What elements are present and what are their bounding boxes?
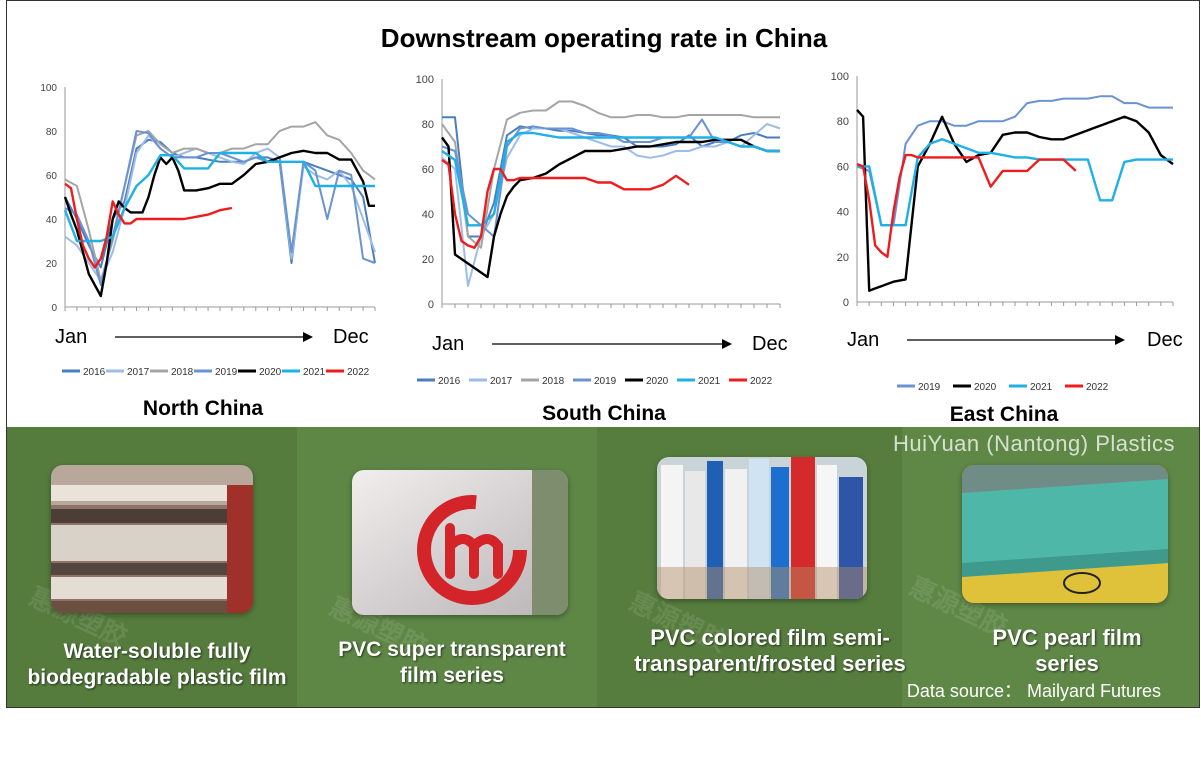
caption-line: PVC pearl film	[992, 625, 1142, 650]
y-tick-label: 100	[416, 74, 434, 86]
caption-colored-film: PVC colored film semi- transparent/frost…	[603, 625, 937, 677]
legend-label-2020: 2020	[259, 367, 282, 378]
y-tick-label: 40	[46, 215, 58, 226]
legend-label-2018: 2018	[542, 376, 565, 387]
series-line-2021	[857, 138, 1173, 227]
data-source: Data source： Mailyard Futures	[906, 681, 1161, 701]
x-start-label: Jan	[847, 329, 879, 351]
legend-label-2020: 2020	[974, 382, 997, 393]
caption-line: film series	[400, 664, 504, 687]
legend-label-2017: 2017	[127, 367, 150, 378]
series-line-2020	[856, 109, 1174, 292]
y-tick-label: 40	[422, 209, 434, 221]
legend-label-2019: 2019	[918, 382, 941, 393]
time-arrow-head	[722, 339, 732, 349]
y-tick-label: 20	[46, 259, 58, 270]
legend-label-2022: 2022	[750, 376, 773, 387]
chart-east-china: 0 20 40 60 80 100 Jan Dec 2019 2020 2021 2022	[831, 71, 1183, 393]
series-line-2021	[63, 151, 375, 243]
y-tick-label: 80	[422, 119, 434, 131]
series-line-2017	[64, 134, 376, 282]
transparent-film-logo-image	[352, 470, 568, 615]
y-tick-label: 80	[46, 127, 58, 138]
caption-line: biodegradable plastic film	[27, 666, 287, 689]
product-photo-super-transparent-film	[352, 470, 568, 615]
legend-label-2019: 2019	[594, 376, 617, 387]
caption-super-transparent-film: PVC super transparent film series	[309, 637, 595, 689]
x-end-label: Dec	[752, 333, 788, 355]
series-line-2020	[441, 136, 780, 279]
legend-label-2016: 2016	[438, 376, 461, 387]
product-photo-pearl-film	[962, 465, 1168, 603]
y-tick-label: 60	[422, 164, 434, 176]
caption-line: transparent/frosted series	[634, 651, 906, 676]
series-line-2019	[856, 95, 1173, 227]
caption-water-soluble-film: Water-soluble fully biodegradable plasti…	[7, 639, 307, 691]
time-arrow-head	[303, 332, 313, 342]
legend-label-2018: 2018	[171, 367, 194, 378]
series-line-2022	[64, 182, 233, 269]
y-tick-label: 0	[428, 299, 434, 311]
brand-name: HuiYuan (Nantong) Plastics	[892, 431, 1175, 456]
y-tick-label: 60	[46, 171, 58, 182]
series-line-2022	[856, 153, 1077, 259]
legend-label-2017: 2017	[490, 376, 513, 387]
caption-line: Water-soluble fully	[63, 640, 251, 663]
legend-label-2020: 2020	[646, 376, 669, 387]
x-end-label: Dec	[1147, 329, 1183, 351]
product-photo-water-soluble-film	[51, 465, 253, 613]
legend-label-2016: 2016	[83, 367, 106, 378]
legend-label-2019: 2019	[215, 367, 238, 378]
pearl-film-roll-image	[962, 465, 1168, 603]
x-start-label: Jan	[55, 326, 87, 348]
x-start-label: Jan	[432, 333, 464, 355]
x-end-label: Dec	[333, 326, 369, 348]
product-photo-colored-film	[657, 457, 867, 599]
figure-frame: Downstream operating rate in China 0 20 40…	[6, 0, 1200, 708]
series-line-2019	[441, 118, 780, 238]
caption-pearl-film: PVC pearl film series	[947, 625, 1187, 677]
y-tick-label: 20	[422, 254, 434, 266]
series-line-2022	[441, 159, 690, 250]
legend-label-2022: 2022	[1086, 382, 1109, 393]
chart-north-china: 0 20 40 60 80 100 Jan Dec 2016 2017 2018 2019 2020 20…	[40, 83, 376, 378]
caption-line: PVC super transparent	[338, 638, 566, 661]
caption-line: series	[1035, 651, 1099, 676]
y-tick-label: 0	[843, 297, 849, 309]
y-tick-label: 40	[837, 207, 849, 219]
chart-south-china: 0 20 40 60 80 100 Jan Dec 2016 2017 2018 2019 2020 20…	[416, 74, 788, 387]
region-label-south: South China	[542, 402, 666, 425]
series-line-2020	[63, 149, 375, 298]
y-tick-label: 80	[837, 116, 849, 128]
y-tick-label: 60	[837, 161, 849, 173]
y-tick-label: 0	[51, 303, 57, 314]
region-label-north: North China	[142, 397, 264, 420]
y-tick-label: 20	[837, 252, 849, 264]
series-line-2021	[441, 131, 780, 227]
series-line-2018	[441, 100, 780, 249]
legend-label-2021: 2021	[1030, 382, 1053, 393]
series-line-2016	[64, 138, 376, 269]
y-tick-label: 100	[831, 71, 849, 83]
time-arrow-head	[1115, 335, 1125, 345]
colored-film-rolls-image	[657, 457, 867, 599]
y-tick-label: 100	[40, 83, 57, 94]
page-title: Downstream operating rate in China	[380, 23, 828, 53]
legend-label-2022: 2022	[347, 367, 370, 378]
region-label-east: East China	[949, 403, 1059, 426]
caption-line: PVC colored film semi-	[650, 625, 890, 650]
machine-rollers-image	[51, 465, 253, 613]
legend-label-2021: 2021	[303, 367, 326, 378]
legend-label-2021: 2021	[698, 376, 721, 387]
product-banner: 惠源塑胶 惠源塑胶 惠源塑胶 惠源塑胶 HuiYuan (Nantong) Pl…	[7, 427, 1199, 707]
